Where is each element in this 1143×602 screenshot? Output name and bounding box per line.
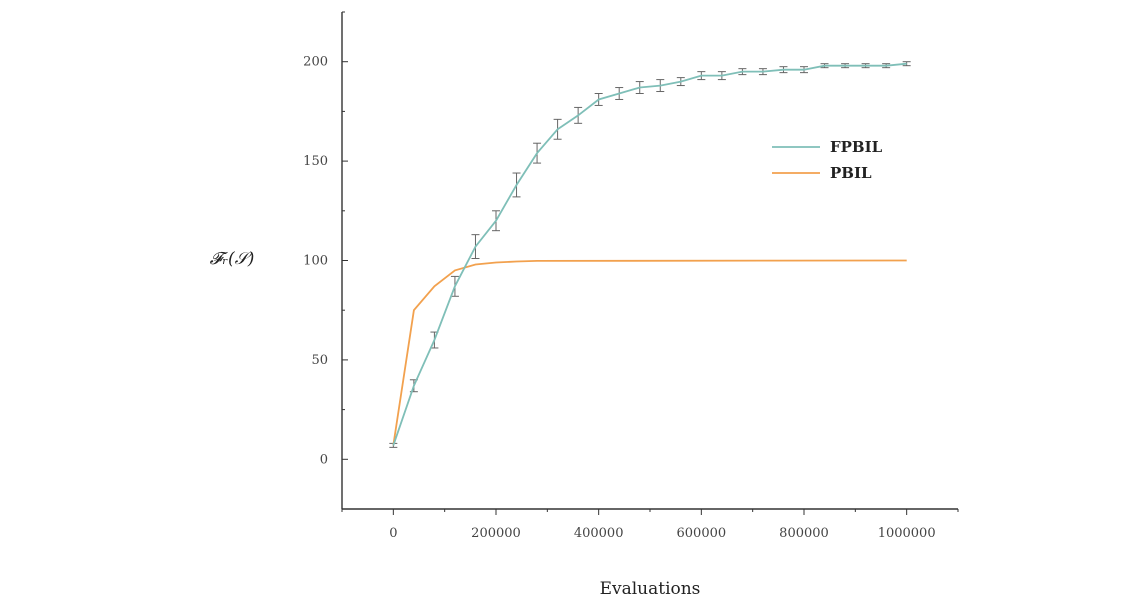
y-tick-label: 150 (303, 154, 328, 169)
x-tick-label: 800000 (779, 526, 829, 541)
series-line-pbil (392, 259, 907, 446)
y-tick-label: 200 (303, 55, 328, 70)
y-tick-label: 0 (320, 452, 328, 467)
x-tick-label: 600000 (677, 526, 727, 541)
series-lines (392, 62, 907, 446)
legend-label-fpbil: FPBIL (830, 138, 883, 156)
x-tick-label: 200000 (471, 526, 521, 541)
ticks: 0 50 100 150 200 0 200000 400000 600000 800000 100… (303, 11, 959, 541)
error-bars (389, 61, 911, 448)
x-tick-label: 0 (389, 526, 397, 541)
x-tick-label: 400000 (574, 526, 624, 541)
legend-label-pbil: PBIL (830, 164, 872, 182)
series-line-fpbil (392, 62, 907, 446)
y-axis-title: 𝓕ᵣ(𝒮) (210, 249, 255, 269)
y-tick-label: 50 (311, 353, 328, 368)
x-tick-label: 1000000 (878, 526, 936, 541)
x-axis-title: Evaluations (600, 579, 701, 599)
legend: FPBIL PBIL (772, 138, 883, 182)
y-tick-label: 100 (303, 254, 328, 269)
